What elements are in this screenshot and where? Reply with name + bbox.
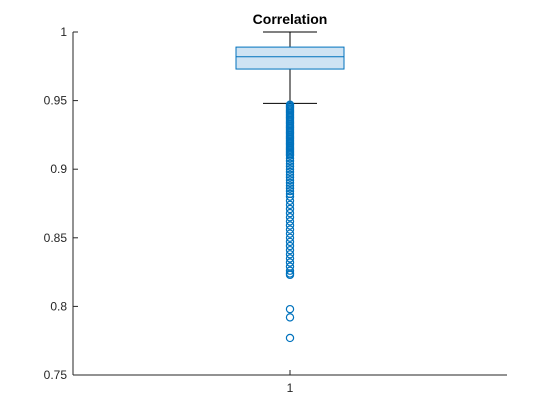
- outlier-point: [285, 154, 295, 163]
- y-tick-label: 0.85: [44, 231, 68, 245]
- outlier-point: [285, 181, 295, 190]
- y-tick-label: 0.9: [50, 162, 67, 176]
- outlier-point: [285, 159, 295, 168]
- y-tick-label: 1: [60, 25, 67, 39]
- y-tick-label: 0.8: [50, 299, 67, 313]
- outlier-point: [285, 270, 295, 280]
- outlier-layer: [285, 100, 295, 343]
- y-tick-label: 0.95: [44, 94, 68, 108]
- outlier-point: [285, 186, 295, 196]
- outlier-point: [285, 167, 295, 177]
- outlier-point: [285, 156, 295, 166]
- outlier-point: [285, 162, 295, 171]
- outlier-point: [285, 225, 295, 234]
- outlier-point: [285, 304, 295, 314]
- box-layer: [235, 31, 345, 104]
- chart-title: Correlation: [253, 11, 328, 27]
- outlier-point: [285, 241, 295, 251]
- outlier-point: [285, 229, 295, 238]
- outlier-point: [285, 184, 295, 193]
- outlier-point: [285, 237, 295, 247]
- iqr-box: [235, 46, 345, 70]
- x-tick-label: 1: [287, 381, 294, 395]
- outlier-point: [285, 245, 295, 255]
- outlier-point: [285, 170, 295, 179]
- outlier-point: [285, 233, 295, 242]
- axes: 0.75 0.8 0.85 0.9 0.95 1 1: [44, 25, 507, 395]
- outlier-point: [285, 254, 295, 263]
- outlier-point: [285, 266, 295, 275]
- outlier-point: [285, 217, 295, 226]
- outlier-point: [285, 208, 295, 218]
- outlier-point: [285, 151, 295, 160]
- outlier-point: [285, 333, 295, 343]
- outlier-point: [285, 221, 295, 230]
- outlier-point: [285, 164, 295, 174]
- outlier-point: [285, 313, 295, 322]
- outlier-point: [285, 173, 295, 182]
- outlier-point: [285, 213, 295, 222]
- outlier-point: [285, 258, 295, 267]
- outlier-point: [285, 200, 295, 210]
- outlier-point: [285, 250, 295, 259]
- outlier-point: [285, 175, 295, 185]
- y-tick-label: 0.75: [44, 368, 68, 382]
- outlier-point: [285, 178, 295, 188]
- outlier-point: [285, 192, 295, 201]
- outlier-point: [285, 196, 295, 205]
- outlier-point: [285, 204, 295, 214]
